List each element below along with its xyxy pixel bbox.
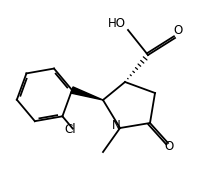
Text: N: N	[112, 119, 121, 132]
Text: Cl: Cl	[65, 123, 76, 136]
Text: O: O	[164, 140, 173, 153]
Text: HO: HO	[108, 17, 126, 30]
Text: O: O	[173, 24, 182, 37]
Polygon shape	[71, 87, 103, 100]
